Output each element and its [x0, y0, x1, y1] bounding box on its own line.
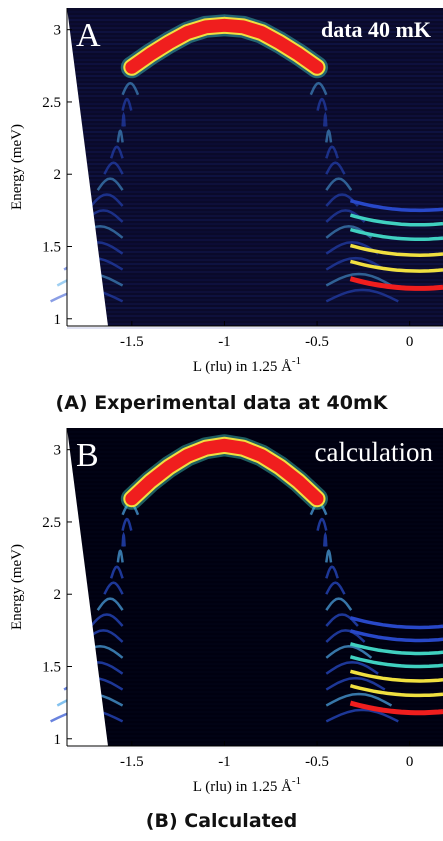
continuum-arc-left [90, 193, 124, 207]
x-tick-label: -1 [218, 754, 231, 770]
bound-state-line [349, 616, 443, 630]
panel-b-unmeasured-region [67, 428, 108, 746]
continuum-arc-left [109, 145, 124, 159]
bound-state-line [349, 276, 443, 291]
y-tick-label: 1 [54, 732, 62, 748]
bound-state-line [349, 684, 443, 698]
y-tick-label: 2.5 [42, 515, 61, 531]
dispersion-core [125, 18, 324, 74]
continuum-arc-right [325, 645, 373, 659]
continuum-arc-right [325, 145, 339, 159]
panel-a-caption: (A) Experimental data at 40mK [55, 392, 388, 414]
continuum-arc-left [121, 517, 133, 531]
continuum-arc-right [325, 692, 393, 707]
continuum-arc-left [121, 97, 133, 111]
panel-b-xlabel: L (rlu) in 1.25 Å-1 [193, 775, 301, 795]
y-tick-label: 3 [54, 443, 62, 459]
continuum-arc-right [316, 97, 328, 111]
panel-a-letter: A [76, 17, 101, 54]
x-tick-label: 0 [406, 334, 414, 350]
x-tick-label: 0 [406, 754, 414, 770]
panel-a-bands [50, 14, 443, 303]
continuum-arc-right [325, 660, 379, 675]
continuum-arc-right [325, 272, 393, 287]
panel-b-plot-area [50, 428, 443, 749]
continuum-arc-right [325, 161, 346, 175]
panel-a-ylabel: Energy (meV) [9, 124, 25, 210]
x-tick-label: -0.5 [305, 754, 329, 770]
continuum-arc-right [325, 565, 339, 579]
x-tick-label: -1.5 [120, 334, 144, 350]
continuum-arc-right [325, 177, 353, 191]
bound-state-line [349, 213, 443, 227]
panel-a-axes: 1 1.5 2 2.5 3 -1.5 -1 -0.5 0 [42, 8, 443, 350]
panel-b-inset-label: calculation [315, 437, 434, 467]
continuum-arc-left [121, 81, 140, 96]
continuum-arc-left [116, 129, 124, 143]
continuum-arc-right [325, 549, 333, 563]
continuum-arc-left [96, 597, 124, 611]
panel-b-ylabel: Energy (meV) [9, 544, 25, 630]
continuum-arc-left [109, 565, 124, 579]
panel-a-plot-area [50, 8, 443, 329]
bound-state-line [349, 199, 443, 213]
continuum-arc-right [325, 708, 399, 723]
x-tick-label: -0.5 [305, 334, 329, 350]
bound-state-line [349, 642, 443, 656]
y-tick-label: 2.5 [42, 95, 61, 111]
continuum-arc-left [96, 177, 124, 191]
bound-state-line [349, 629, 443, 643]
continuum-arc-left [103, 161, 124, 175]
bound-state-line [349, 227, 443, 242]
panel-b-chart: 1 1.5 2 2.5 3 -1.5 -1 -0.5 0 B calculation Energ… [9, 428, 443, 795]
panel-a-unmeasured-region [67, 8, 108, 326]
panel-a-xlabel: L (rlu) in 1.25 Å-1 [193, 355, 301, 375]
continuum-arc-right [325, 288, 399, 303]
continuum-arc-right [325, 256, 386, 271]
continuum-arc-right [316, 517, 328, 531]
panel-b-axes: 1 1.5 2 2.5 3 -1.5 -1 -0.5 0 [42, 428, 443, 770]
panel-a-xlabel-sup: -1 [292, 355, 301, 367]
continuum-arc-right [325, 240, 379, 255]
continuum-arc-left [90, 613, 124, 627]
continuum-arc-right [323, 111, 328, 127]
dispersion-core [125, 438, 324, 506]
y-tick-label: 1.5 [42, 660, 61, 676]
panel-a-chart: 1 1.5 2 2.5 3 -1.5 -1 -0.5 0 A data 40 mK Energy… [9, 8, 443, 375]
continuum-arc-right [323, 531, 328, 547]
continuum-arc-right [309, 81, 328, 96]
continuum-arc-left [121, 531, 126, 547]
panel-a-inset-label: data 40 mK [321, 17, 431, 42]
x-tick-label: -1 [218, 334, 231, 350]
bound-state-line [349, 669, 443, 683]
panel-b-caption: (B) Calculated [145, 810, 298, 832]
continuum-arc-right [325, 581, 346, 595]
panel-b-letter: B [76, 437, 99, 474]
bound-state-line [349, 243, 443, 257]
continuum-arc-left [116, 549, 124, 563]
continuum-arc-right [325, 129, 333, 143]
x-tick-label: -1.5 [120, 754, 144, 770]
bound-state-line [349, 259, 443, 273]
continuum-arc-right [325, 676, 386, 691]
y-tick-label: 2 [54, 587, 62, 603]
continuum-arc-left [121, 111, 126, 127]
y-tick-label: 3 [54, 23, 62, 39]
panel-b-xlabel-main: L (rlu) in 1.25 Å [193, 779, 292, 795]
y-tick-label: 1 [54, 312, 62, 328]
panel-a-xlabel-main: L (rlu) in 1.25 Å [193, 359, 292, 375]
panel-b-xlabel-sup: -1 [292, 775, 301, 787]
y-tick-label: 1.5 [42, 240, 61, 256]
continuum-arc-right [325, 613, 359, 627]
panel-a-noise [67, 11, 443, 329]
y-tick-label: 2 [54, 167, 62, 183]
continuum-arc-right [325, 597, 353, 611]
continuum-arc-left [103, 581, 124, 595]
bound-state-line [349, 700, 443, 716]
continuum-arc-right [325, 629, 366, 643]
bound-state-line [349, 655, 443, 669]
